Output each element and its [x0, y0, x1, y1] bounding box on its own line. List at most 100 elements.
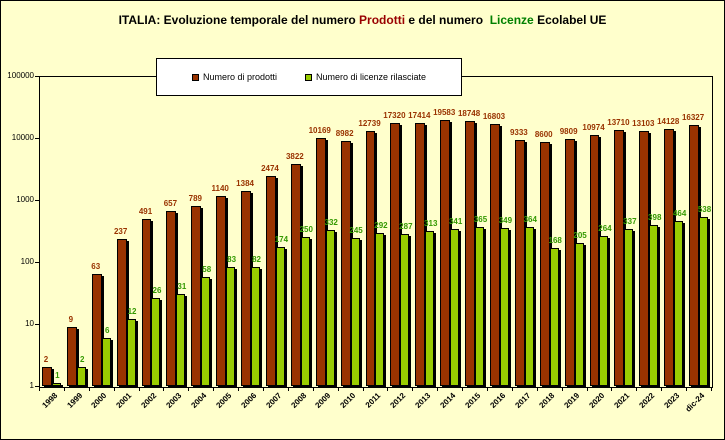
licenses-bar-2015 — [475, 227, 484, 386]
licenses-bar-dic-24 — [699, 217, 708, 386]
bar-group-2015: 18748 365 — [458, 76, 488, 386]
licenses-value-label-2001: 12 — [127, 307, 137, 316]
licenses-bar-2002 — [151, 298, 161, 386]
products-bar-dic-24 — [689, 125, 700, 386]
x-axis-tick-mark — [138, 387, 140, 391]
products-value-label-1998: 2 — [43, 355, 49, 364]
x-axis-tick-mark — [188, 387, 190, 391]
x-axis-label: 2002 — [139, 391, 159, 410]
products-value-label-2006: 1384 — [236, 179, 254, 188]
bar-group-2021: 13710 337 — [607, 76, 637, 386]
title-licenses-word: Licenze — [489, 13, 534, 27]
x-axis-label: 2019 — [562, 391, 582, 410]
licenses-value-label-2011: 292 — [374, 221, 388, 230]
products-bar-2012 — [390, 123, 401, 386]
x-axis-tick-mark — [412, 387, 414, 391]
licenses-value-label-2012: 287 — [399, 222, 413, 231]
bar-group-2020: 10974 264 — [582, 76, 612, 386]
products-value-label-2009: 10169 — [308, 126, 331, 135]
products-value-label-2014: 19583 — [433, 108, 456, 117]
products-bar-2007 — [265, 176, 276, 386]
bar-group-2012: 17320 287 — [383, 76, 413, 386]
x-axis-label: 2013 — [413, 391, 433, 410]
products-bar-2014 — [440, 120, 451, 386]
licenses-bar-2008 — [300, 237, 310, 386]
x-axis-label: 2009 — [313, 391, 333, 410]
y-axis-tick-label: 10 — [25, 319, 34, 328]
legend-label-licenses: Numero di licenze rilasciate — [316, 72, 427, 82]
licenses-value-label-2015: 365 — [473, 215, 488, 224]
x-axis-tick-mark — [337, 387, 339, 391]
x-axis-label: 2012 — [388, 391, 408, 410]
products-bar-2001 — [116, 239, 127, 386]
y-axis-tick-mark — [35, 324, 39, 325]
licenses-bar-1998 — [51, 383, 61, 386]
bar-group-2010: 8982 245 — [336, 76, 363, 386]
y-axis-tick-mark — [35, 386, 39, 387]
bar-group-2016: 16803 349 — [483, 76, 512, 386]
licenses-bar-2013 — [425, 231, 435, 386]
products-bar-2013 — [415, 123, 426, 386]
products-bar-2009 — [315, 138, 326, 386]
licenses-value-label-dic-24: 538 — [697, 205, 712, 214]
y-axis-tick-mark — [35, 200, 39, 201]
x-axis-tick-mark — [661, 387, 663, 391]
licenses-value-label-2006: 82 — [252, 255, 261, 264]
licenses-bar-2018 — [549, 248, 559, 386]
bar-group-2023: 14128 464 — [657, 76, 687, 386]
x-axis-label: 2007 — [264, 391, 284, 410]
licenses-value-label-2018: 168 — [548, 236, 562, 245]
products-bar-2016 — [489, 124, 500, 386]
licenses-value-label-2023: 464 — [672, 209, 687, 218]
plot-area: 2 1 9 2 63 6 237 12 491 26 657 31 789 58 1140 83 1384 82 2… — [39, 76, 711, 386]
licenses-bar-2021 — [624, 229, 634, 386]
x-axis-tick-mark — [88, 387, 90, 391]
products-bar-2003 — [166, 211, 177, 386]
products-value-label-2020: 10974 — [582, 123, 605, 132]
products-bar-2008 — [290, 164, 301, 386]
products-bar-2020 — [589, 135, 600, 386]
x-axis-label: 1999 — [64, 391, 84, 410]
products-value-label-2001: 237 — [113, 227, 128, 236]
y-axis-tick-label: 100000 — [7, 71, 34, 80]
x-axis-label: 2008 — [288, 391, 308, 410]
title-suffix: Ecolabel UE — [533, 13, 607, 27]
x-axis-tick-mark — [387, 387, 389, 391]
x-axis-label: 2010 — [338, 391, 358, 410]
x-axis-tick-mark — [487, 387, 488, 391]
licenses-bar-2014 — [450, 229, 460, 386]
products-value-label-2004: 789 — [188, 194, 202, 203]
bar-group-2013: 17414 313 — [408, 76, 437, 386]
licenses-value-label-2014: 341 — [448, 217, 463, 226]
bar-group-2004: 789 58 — [188, 76, 213, 386]
products-bar-2006 — [241, 191, 252, 386]
products-value-label-2000: 63 — [91, 262, 101, 271]
x-axis-label: 2000 — [89, 391, 109, 410]
x-axis-tick-mark — [63, 387, 65, 391]
x-axis-label: 2004 — [189, 391, 209, 410]
x-axis-label: 2011 — [363, 391, 383, 410]
products-value-label-2023: 14128 — [657, 117, 680, 126]
licenses-bar-2004 — [201, 277, 211, 386]
licenses-value-label-2019: 205 — [573, 231, 587, 240]
y-axis-tick-mark — [35, 138, 39, 139]
bar-group-2007: 2474 174 — [261, 76, 288, 386]
products-value-label-2016: 16803 — [482, 112, 506, 121]
licenses-value-label-2002: 26 — [152, 286, 162, 295]
licenses-bar-2023 — [674, 221, 684, 386]
products-swatch-icon — [191, 73, 199, 81]
x-axis-tick-mark — [611, 387, 613, 391]
licenses-value-label-2009: 332 — [324, 218, 338, 227]
products-value-label-2017: 9333 — [509, 128, 528, 137]
licenses-bar-2020 — [599, 236, 609, 386]
products-bar-2018 — [539, 142, 550, 386]
chart-title: ITALIA: Evoluzione temporale del numero … — [1, 13, 724, 27]
bar-group-2001: 237 12 — [114, 76, 139, 386]
x-axis-tick-mark — [287, 387, 289, 391]
licenses-bar-2016 — [499, 228, 509, 386]
x-axis-label: 2006 — [239, 391, 259, 410]
licenses-value-label-2000: 6 — [104, 326, 110, 335]
x-axis-tick-mark — [586, 387, 588, 391]
licenses-value-label-2017: 364 — [523, 215, 537, 224]
